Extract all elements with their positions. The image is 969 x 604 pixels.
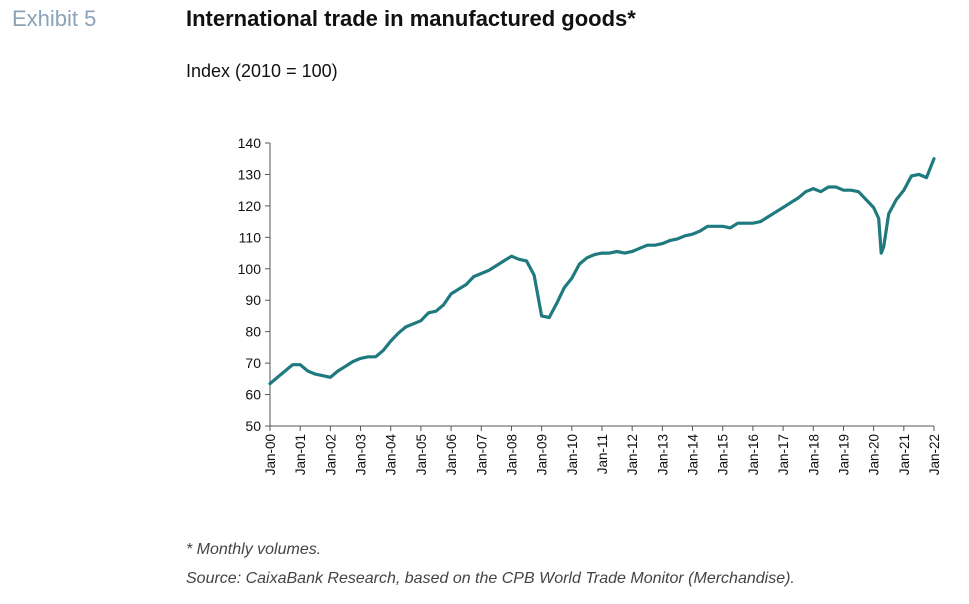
source-note: Source: CaixaBank Research, based on the…	[186, 570, 795, 587]
footnote: * Monthly volumes.	[186, 541, 322, 558]
y-tick-label: 110	[239, 229, 262, 245]
x-tick-label: Jan-16	[746, 434, 761, 475]
x-tick-label: Jan-11	[595, 434, 610, 474]
x-tick-label: Jan-21	[897, 434, 912, 475]
x-tick-label: Jan-13	[655, 434, 670, 475]
y-axis-ticks: 50 60 70 80 90 100 110 120 130 140	[238, 135, 270, 434]
x-tick-label: Jan-00	[263, 434, 278, 475]
series-line	[268, 157, 936, 386]
exhibit-label: Exhibit 5	[12, 6, 97, 31]
x-tick-label: Jan-20	[867, 434, 882, 475]
y-tick-label: 130	[238, 166, 262, 182]
chart-title: International trade in manufactured good…	[186, 6, 636, 31]
x-tick-label: Jan-15	[716, 434, 731, 475]
x-tick-label: Jan-04	[384, 434, 399, 476]
x-tick-label: Jan-14	[686, 434, 701, 476]
x-tick-label: Jan-08	[504, 434, 519, 475]
y-tick-label: 50	[245, 418, 261, 434]
x-axis-ticks: Jan-00 Jan-01 Jan-02 Jan-03 Jan-04 Jan-05 Jan-…	[263, 426, 942, 475]
x-tick-label: Jan-09	[535, 434, 550, 475]
x-tick-label: Jan-06	[444, 434, 459, 475]
x-tick-label: Jan-18	[806, 434, 821, 475]
y-tick-label: 60	[245, 387, 261, 403]
x-tick-label: Jan-12	[625, 434, 640, 475]
x-tick-label: Jan-17	[776, 434, 791, 475]
x-tick-label: Jan-10	[565, 434, 580, 475]
y-tick-label: 100	[238, 261, 262, 277]
chart-subtitle: Index (2010 = 100)	[186, 61, 338, 81]
x-tick-label: Jan-05	[414, 434, 429, 475]
y-tick-label: 120	[238, 198, 262, 214]
x-tick-label: Jan-22	[927, 434, 942, 475]
x-tick-label: Jan-07	[474, 434, 489, 475]
x-tick-label: Jan-01	[293, 434, 308, 475]
y-tick-label: 140	[238, 135, 262, 151]
x-tick-label: Jan-19	[836, 434, 851, 475]
y-tick-label: 80	[245, 324, 261, 340]
x-tick-label: Jan-02	[323, 434, 338, 475]
y-tick-label: 90	[245, 292, 261, 308]
chart-series	[268, 157, 936, 386]
y-tick-label: 70	[245, 355, 261, 371]
x-tick-label: Jan-03	[354, 434, 369, 475]
